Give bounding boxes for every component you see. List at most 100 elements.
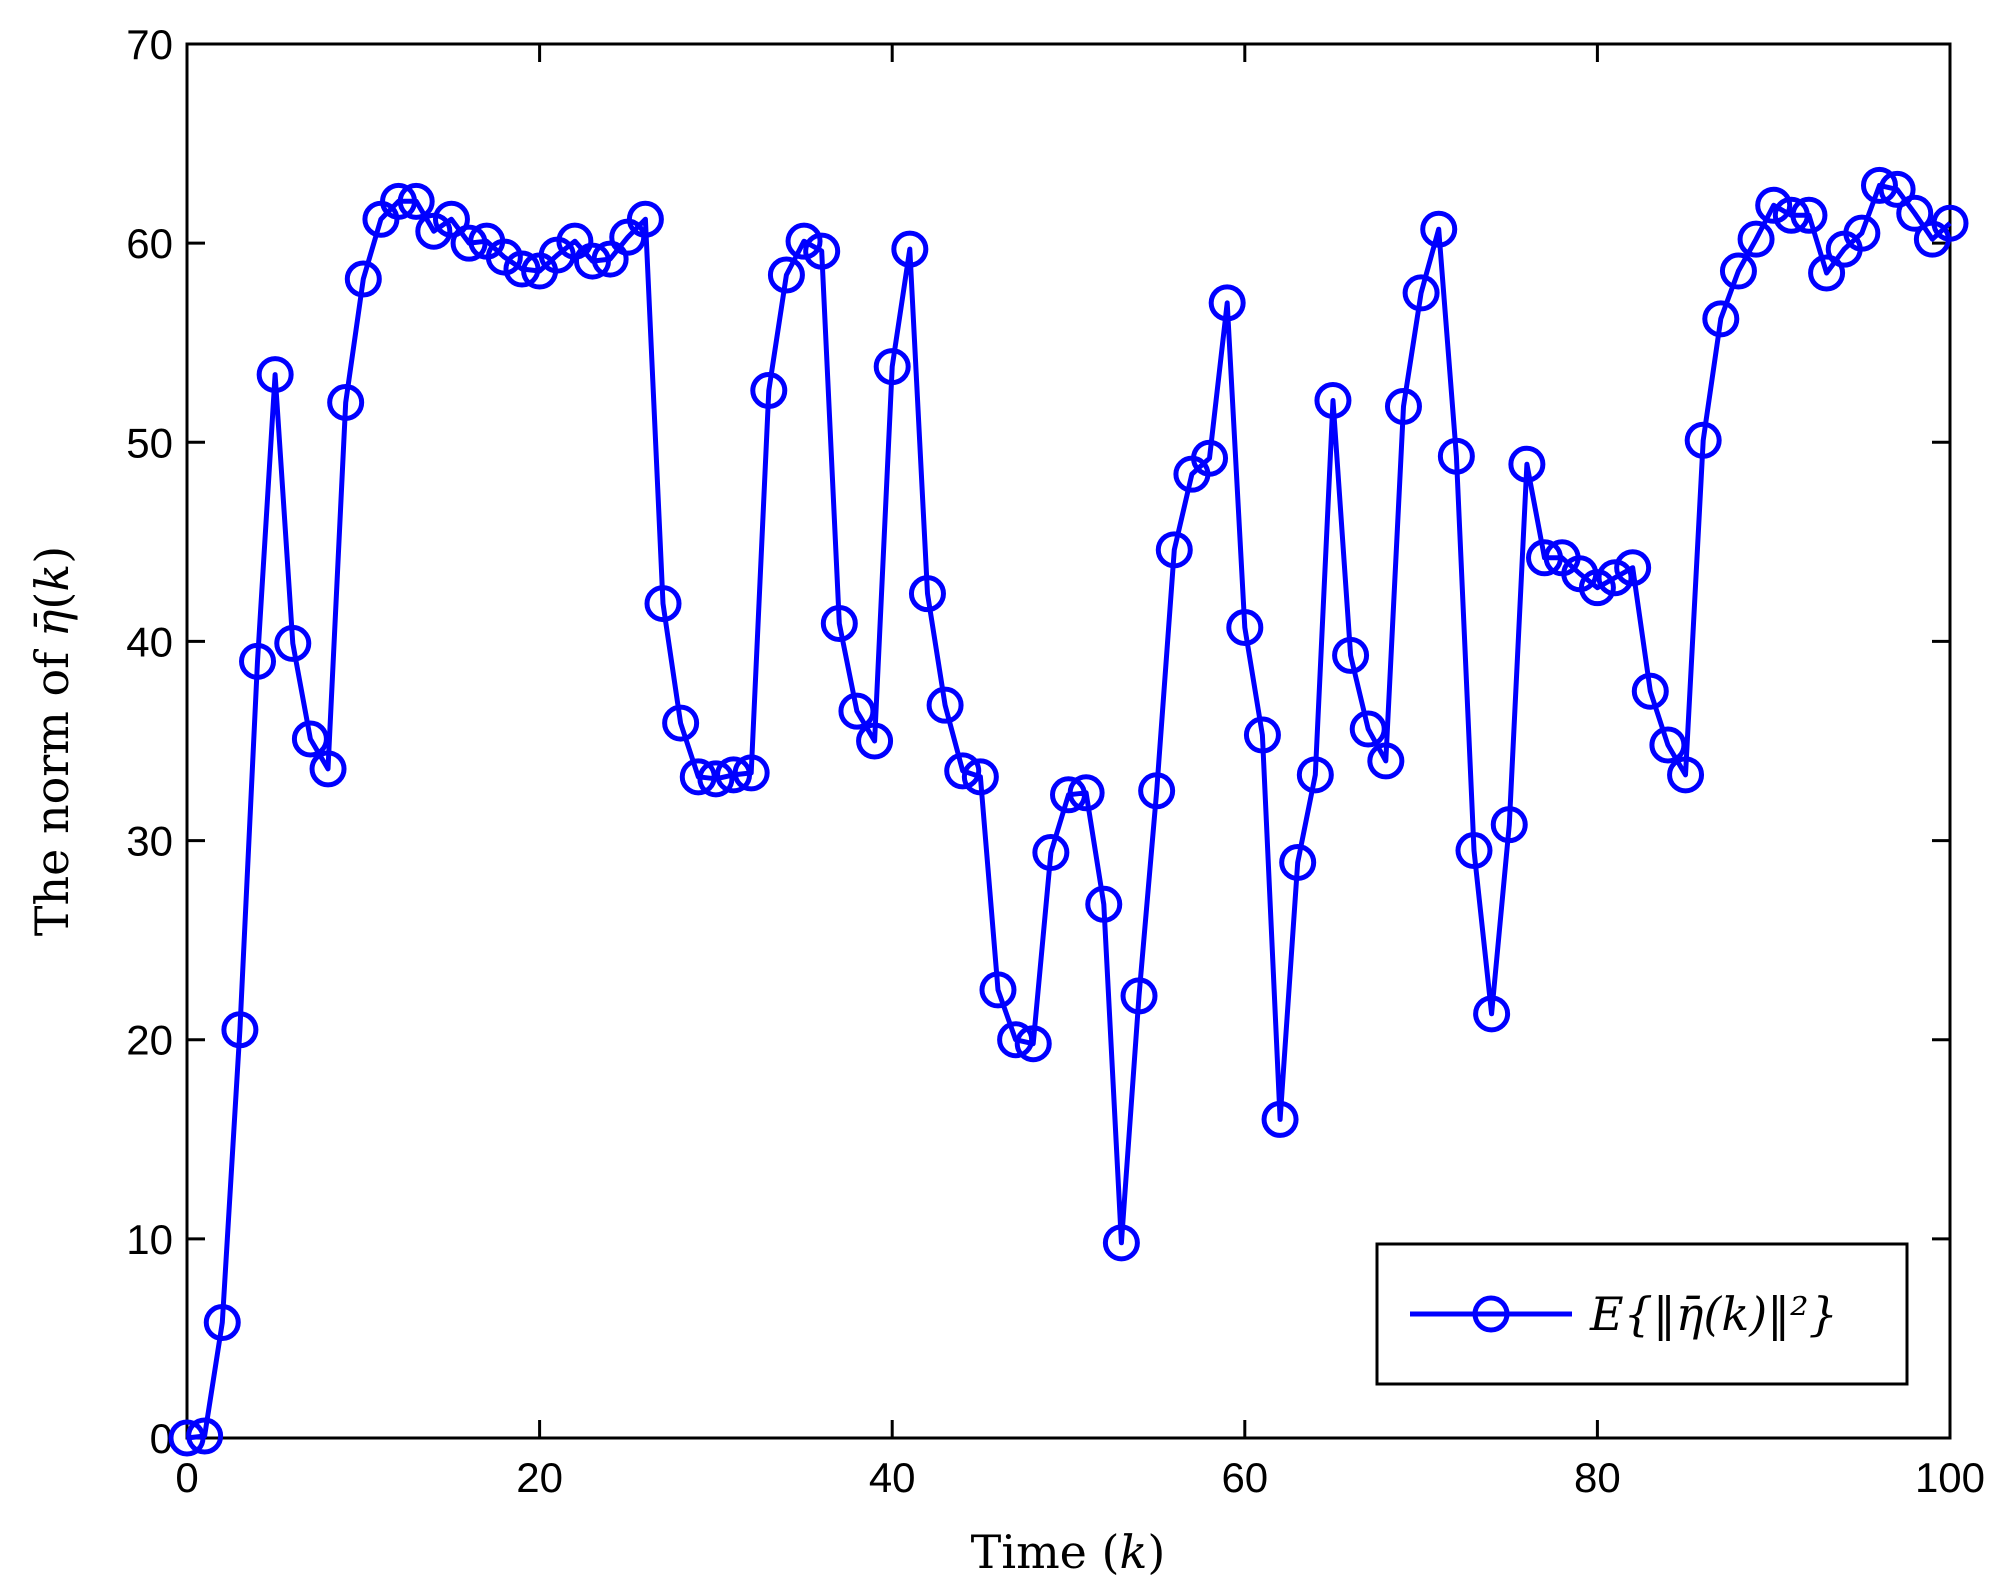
data-point (679, 758, 717, 796)
data-point (1490, 806, 1528, 844)
data-point (186, 1417, 224, 1455)
data-point (767, 256, 805, 294)
y-tick-label: 30 (126, 818, 173, 865)
x-tick-label: 80 (1574, 1454, 1621, 1501)
data-point (1772, 196, 1810, 234)
data-point (1808, 254, 1846, 292)
y-tick-label: 70 (126, 21, 173, 68)
legend: E{‖η̄(k)‖²} (1375, 1242, 1909, 1386)
x-tick-label: 40 (869, 1454, 916, 1501)
legend-series-label: E{‖η̄(k)‖²} (1589, 1287, 1838, 1341)
data-point (1191, 439, 1229, 477)
data-point (1296, 756, 1334, 794)
data-point (820, 605, 858, 643)
data-point (1755, 186, 1793, 224)
data-point (1737, 220, 1775, 258)
data-point (1719, 252, 1757, 290)
data-point (1367, 742, 1405, 780)
data-point (873, 348, 911, 386)
data-point (1226, 608, 1264, 646)
data-point (1314, 381, 1352, 419)
data-point (344, 260, 382, 298)
data-point (1050, 776, 1087, 814)
data-point (1631, 672, 1669, 710)
data-point (1896, 194, 1934, 232)
data-point (908, 575, 946, 613)
data-point (291, 720, 329, 758)
data-point (309, 750, 347, 788)
x-tick-label: 100 (1915, 1454, 1985, 1501)
data-point (1684, 421, 1722, 459)
data-point (1931, 204, 1969, 242)
data-point (1878, 170, 1916, 208)
data-point (274, 624, 312, 662)
data-point (1455, 832, 1493, 870)
x-tick-label: 20 (516, 1454, 563, 1501)
data-point (1473, 995, 1511, 1033)
data-point (1243, 716, 1281, 754)
data-point (1508, 445, 1546, 483)
data-point (1102, 1224, 1140, 1262)
data-point (1261, 1100, 1299, 1138)
data-point (926, 686, 964, 724)
data-point (503, 250, 541, 288)
data-point (1843, 214, 1881, 252)
data-point (1420, 210, 1458, 248)
data-point (1120, 977, 1158, 1015)
data-point (785, 222, 823, 260)
data-point (1614, 549, 1652, 587)
y-tick-label: 10 (126, 1216, 173, 1263)
x-axis-label: Time (k) (971, 1525, 1166, 1579)
data-point (1437, 437, 1475, 475)
data-point (997, 1021, 1035, 1059)
data-point (432, 200, 470, 238)
data-point (591, 240, 629, 278)
data-point (168, 1419, 206, 1457)
data-point (715, 756, 753, 794)
data-point (256, 356, 294, 394)
data-point (573, 242, 611, 280)
data-point (1032, 834, 1070, 872)
data-point (1526, 539, 1564, 577)
y-tick-label: 0 (150, 1415, 173, 1462)
data-point (891, 230, 929, 268)
data-point (697, 760, 735, 798)
data-point (327, 383, 365, 421)
data-point (450, 224, 488, 262)
data-point (1667, 756, 1705, 794)
y-tick-label: 20 (126, 1017, 173, 1064)
data-point (1085, 885, 1123, 923)
tick-labels: 0 20 40 60 80 100 0 10 20 30 40 50 60 70 (126, 21, 1985, 1501)
data-point (1402, 274, 1440, 312)
x-tick-label: 0 (175, 1454, 198, 1501)
data-point (979, 971, 1017, 1009)
data-point (838, 692, 876, 730)
data-point (221, 1011, 259, 1049)
data-point (961, 758, 999, 796)
data-point (1790, 196, 1828, 234)
data-point (750, 372, 788, 410)
data-point (1649, 726, 1687, 764)
data-point (626, 200, 664, 238)
plot-area (185, 42, 1952, 1440)
data-point (856, 722, 894, 760)
data-point (1067, 774, 1105, 812)
data-point (1208, 284, 1246, 322)
data-point (944, 752, 982, 790)
data-point (644, 585, 682, 623)
data-point (203, 1303, 241, 1341)
data-point (662, 704, 700, 742)
y-tick-label: 40 (126, 618, 173, 665)
data-point (803, 232, 841, 270)
data-point (1860, 166, 1898, 204)
y-axis-label: The norm of η̄(k) (25, 546, 79, 936)
data-point (1702, 300, 1740, 338)
data-point (397, 182, 435, 220)
legend-marker-sample (1472, 1295, 1510, 1333)
data-point (1332, 636, 1370, 674)
y-tick-label: 60 (126, 220, 173, 267)
series-layer (168, 166, 1969, 1457)
data-point (380, 182, 418, 220)
data-point (1349, 710, 1387, 748)
